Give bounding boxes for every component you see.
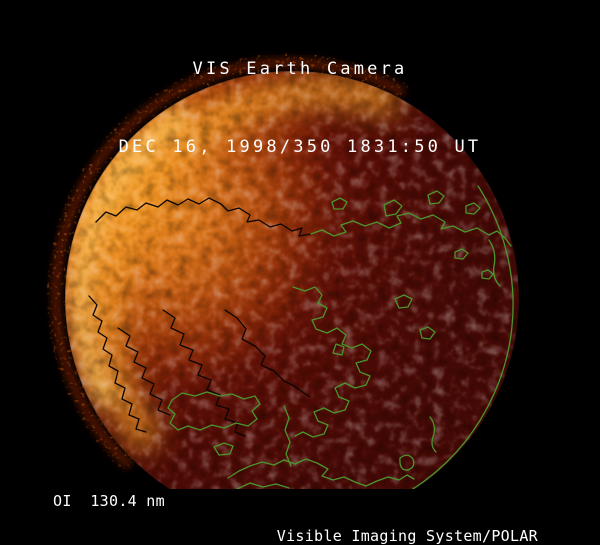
small-island-f [481,269,494,280]
coastline-yukon [162,309,246,437]
credit-instrument: Visible Imaging System/POLAR [276,527,538,545]
coastline-alaska [88,295,147,433]
taymyr-coast [488,239,501,287]
coastline-alaska-islands [117,327,171,416]
emission-wavelength-label: OI 130.4 nm [53,492,165,510]
arctic-islands-d [331,197,348,210]
island-loop [399,454,415,471]
disk-base [65,71,519,525]
arctic-islands-c [465,202,481,215]
image-title: VIS Earth Camera [192,59,408,79]
coastline-mackenzie [224,309,311,398]
footer-mask-band [0,489,600,545]
small-island-d [332,343,345,356]
arctic-islands-a [383,199,403,217]
credit-block: Visible Imaging System/POLAR The Univers… [239,493,538,545]
coastlines-nightside [167,185,514,490]
small-island-c [419,326,436,340]
limb-coast-arc [412,185,514,490]
small-island-a [213,442,234,456]
small-island-e [454,248,469,260]
title-block: VIS Earth Camera DEC 16, 1998/350 1831:5… [0,4,600,212]
dayglow-core-arc [68,104,192,410]
arctic-islands-b [427,190,445,205]
victoria-island [167,391,261,431]
archipelago-main [292,286,372,438]
coastline-siberia-day [95,197,312,237]
coastlines-dayside [88,197,312,437]
hudson-coast [227,458,415,487]
image-timestamp: DEC 16, 1998/350 1831:50 UT [118,137,482,157]
small-island-b [394,294,413,309]
coastline-siberia-night [310,212,512,247]
boothia-coast [283,405,292,467]
greenland-segment [429,416,437,453]
limb-speckle-halo [46,53,409,473]
bottom-coast [236,482,290,490]
